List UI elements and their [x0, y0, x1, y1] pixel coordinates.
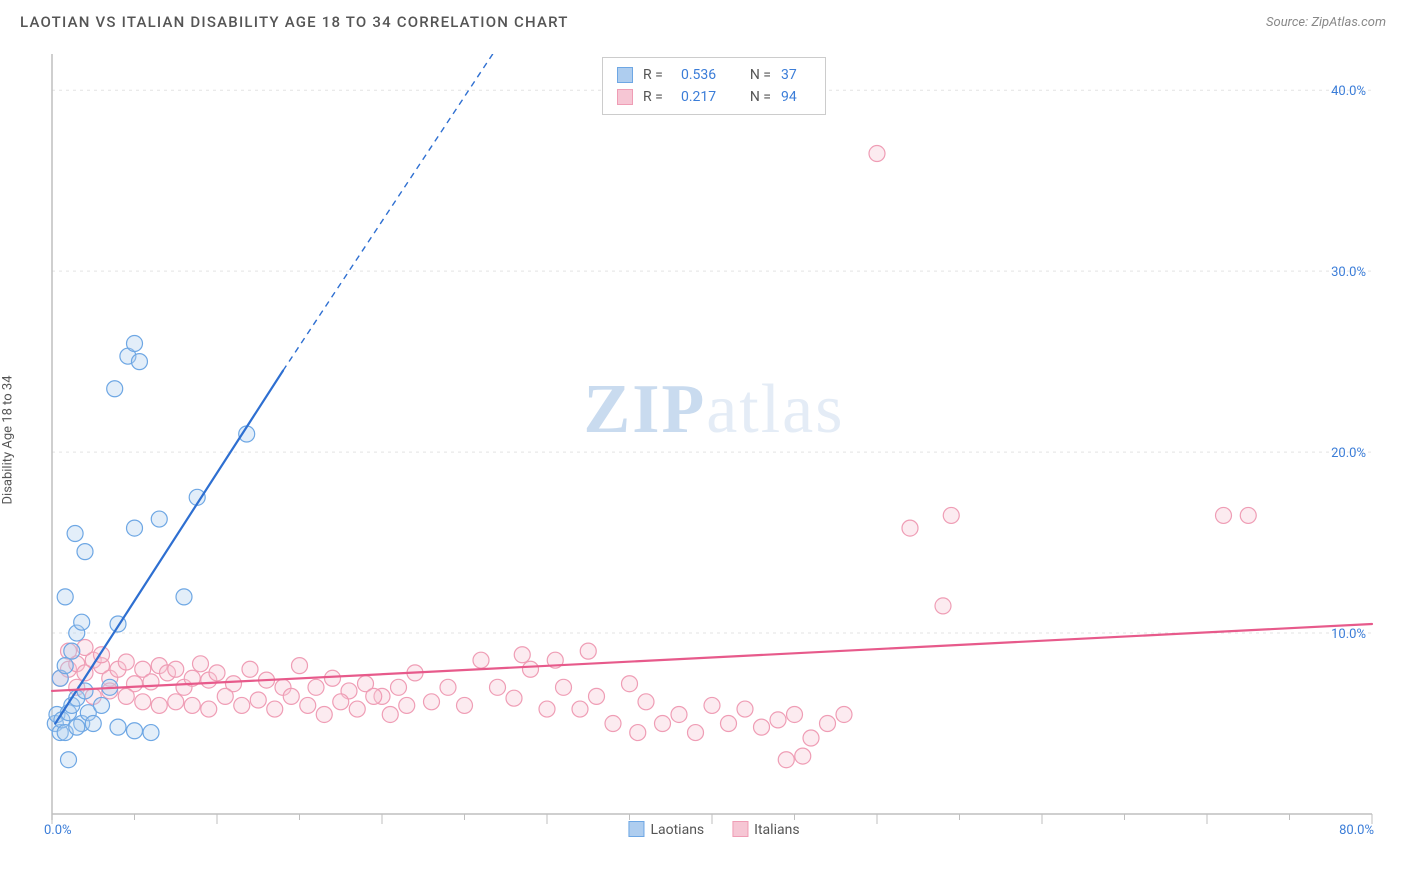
svg-text:10.0%: 10.0%: [1331, 627, 1366, 642]
scatter-plot-svg: 10.0% 20.0% 30.0% 40.0%: [42, 54, 1386, 844]
svg-text:40.0%: 40.0%: [1331, 84, 1366, 99]
chart-title: LAOTIAN VS ITALIAN DISABILITY AGE 18 TO …: [20, 13, 569, 31]
legend-item-laotians: Laotians: [628, 821, 704, 838]
plot-area: ZIPatlas 10.0%20.0%30.0%40.0% R = 0.536 …: [42, 54, 1386, 844]
source-prefix: Source:: [1266, 15, 1311, 30]
source-attribution: Source: ZipAtlas.com: [1266, 15, 1386, 30]
legend-swatch-italians: [732, 821, 748, 837]
title-bar: LAOTIAN VS ITALIAN DISABILITY AGE 18 TO …: [0, 0, 1406, 44]
correlation-legend: R = 0.536 N = 37 R = 0.217 N = 94: [602, 57, 826, 115]
legend-swatch-laotians: [628, 821, 644, 837]
chart-container: LAOTIAN VS ITALIAN DISABILITY AGE 18 TO …: [0, 0, 1406, 892]
r-value-laotians: 0.536: [681, 64, 731, 86]
legend-label-laotians: Laotians: [650, 822, 704, 838]
legend-item-italians: Italians: [732, 821, 799, 838]
r-value-italians: 0.217: [681, 86, 731, 108]
legend-swatch-italians: [617, 89, 633, 105]
r-label: R =: [643, 64, 671, 86]
svg-text:30.0%: 30.0%: [1331, 265, 1366, 280]
series-legend: Laotians Italians: [628, 821, 799, 838]
legend-label-italians: Italians: [754, 822, 799, 838]
legend-row-laotians: R = 0.536 N = 37: [617, 64, 811, 86]
source-name: ZipAtlas.com: [1311, 15, 1386, 30]
n-label: N =: [741, 64, 771, 86]
x-axis-max-label: 80.0%: [1339, 823, 1374, 838]
y-axis-label: Disability Age 18 to 34: [1, 376, 16, 505]
n-value-italians: 94: [781, 86, 811, 108]
legend-row-italians: R = 0.217 N = 94: [617, 86, 811, 108]
n-label: N =: [741, 86, 771, 108]
legend-swatch-laotians: [617, 67, 633, 83]
svg-text:20.0%: 20.0%: [1331, 446, 1366, 461]
x-axis-min-label: 0.0%: [44, 823, 72, 838]
r-label: R =: [643, 86, 671, 108]
n-value-laotians: 37: [781, 64, 811, 86]
